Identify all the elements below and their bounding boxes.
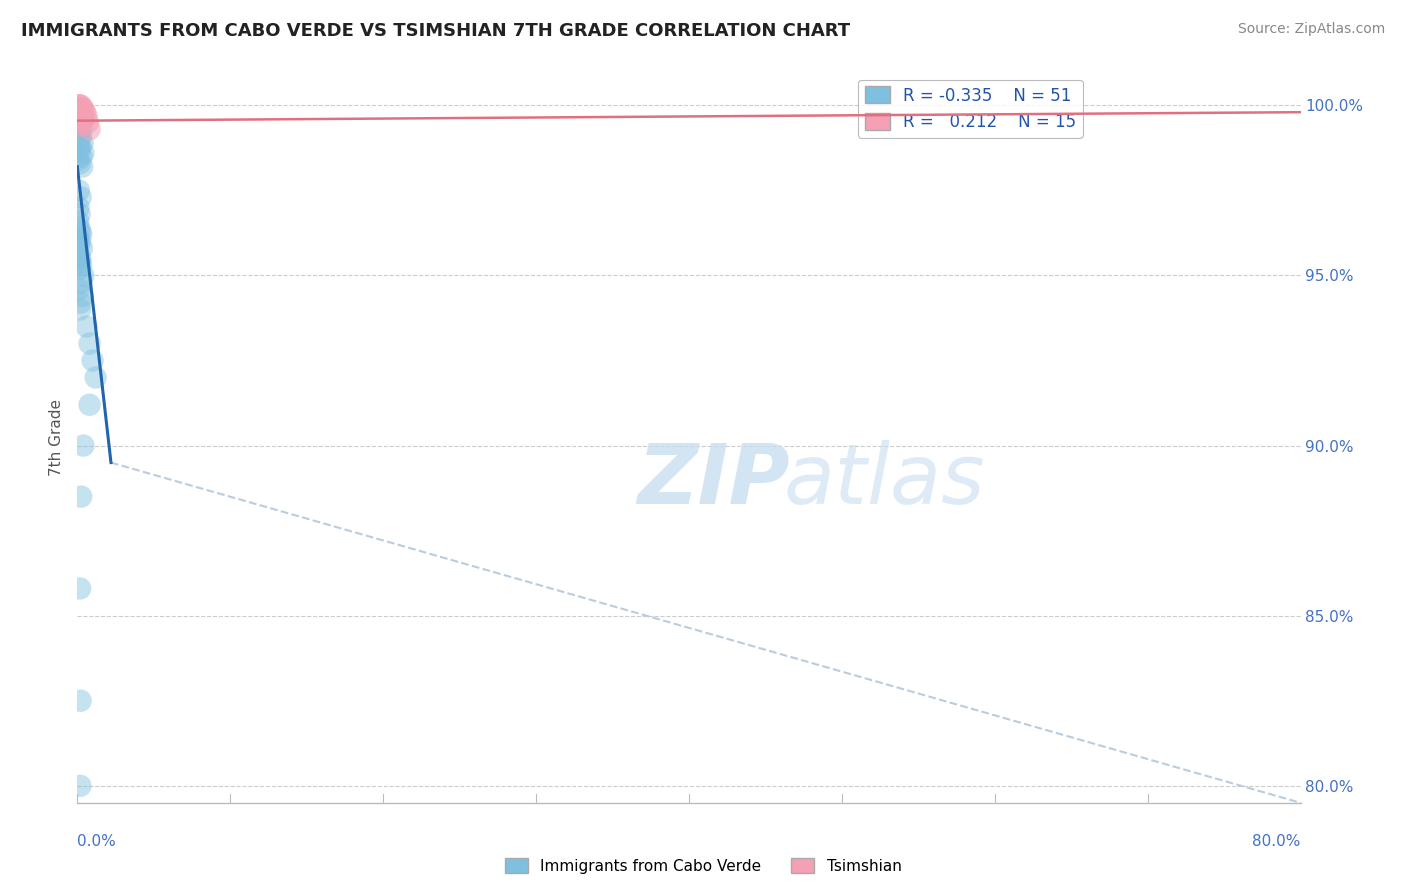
Point (67, 98, 90, 112)
Text: Source: ZipAtlas.com: Source: ZipAtlas.com (1237, 22, 1385, 37)
Point (70, 227, 93, 242)
Point (67, 220, 90, 235)
Point (82, 353, 104, 368)
Point (67, 102, 90, 116)
Point (67, 153, 90, 167)
Point (77, 115, 100, 129)
Point (69, 302, 91, 317)
Point (72, 102, 94, 116)
Point (70, 275, 93, 289)
Point (69, 119, 91, 133)
Point (67, 126, 90, 140)
Point (67, 282, 90, 296)
Point (69, 143, 91, 157)
Point (67, 115, 90, 129)
Point (69, 119, 91, 133)
Point (76, 109, 98, 123)
Point (69, 255, 91, 269)
Point (70, 241, 93, 255)
Point (70, 160, 93, 174)
Point (70, 102, 93, 116)
Text: ZIP: ZIP (637, 441, 790, 522)
Point (69, 582, 91, 596)
Point (69, 109, 91, 123)
Point (70, 149, 93, 163)
Y-axis label: 7th Grade: 7th Grade (49, 399, 65, 475)
Text: 0.0%: 0.0% (77, 834, 117, 849)
Text: 80.0%: 80.0% (1253, 834, 1301, 849)
Point (69, 190, 91, 204)
Point (72, 146, 94, 161)
Point (73, 105, 96, 120)
Point (69, 779, 91, 793)
Point (79, 398, 101, 412)
Point (67, 231, 90, 245)
Point (67, 132, 90, 146)
Point (67, 105, 90, 120)
Point (69, 261, 91, 276)
Point (79, 336, 101, 351)
Legend: R = -0.335    N = 51, R =   0.212    N = 15: R = -0.335 N = 51, R = 0.212 N = 15 (858, 79, 1083, 137)
Point (67, 238, 90, 252)
Point (72, 289, 94, 303)
Point (70, 490, 93, 504)
Point (67, 109, 90, 123)
Point (70, 115, 93, 129)
Point (69, 235, 91, 249)
Point (79, 122, 101, 136)
Point (76, 319, 98, 334)
Point (69, 156, 91, 170)
Text: atlas: atlas (783, 441, 986, 522)
Point (67, 183, 90, 197)
Point (72, 112, 94, 126)
Point (72, 439, 94, 453)
Point (69, 252, 91, 266)
Point (72, 136, 94, 150)
Point (69, 98, 91, 112)
Point (69, 295, 91, 310)
Point (67, 214, 90, 228)
Point (70, 128, 93, 143)
Legend: Immigrants from Cabo Verde, Tsimshian: Immigrants from Cabo Verde, Tsimshian (499, 852, 907, 880)
Point (73, 112, 96, 126)
Point (70, 258, 93, 272)
Point (72, 268, 94, 283)
Point (69, 224, 91, 238)
Point (69, 105, 91, 120)
Point (69, 112, 91, 126)
Point (70, 122, 93, 136)
Point (67, 248, 90, 262)
Point (84, 370, 107, 384)
Point (69, 694, 91, 708)
Point (69, 98, 91, 112)
Text: IMMIGRANTS FROM CABO VERDE VS TSIMSHIAN 7TH GRADE CORRELATION CHART: IMMIGRANTS FROM CABO VERDE VS TSIMSHIAN … (21, 22, 851, 40)
Point (69, 207, 91, 221)
Point (67, 201, 90, 215)
Point (69, 139, 91, 153)
